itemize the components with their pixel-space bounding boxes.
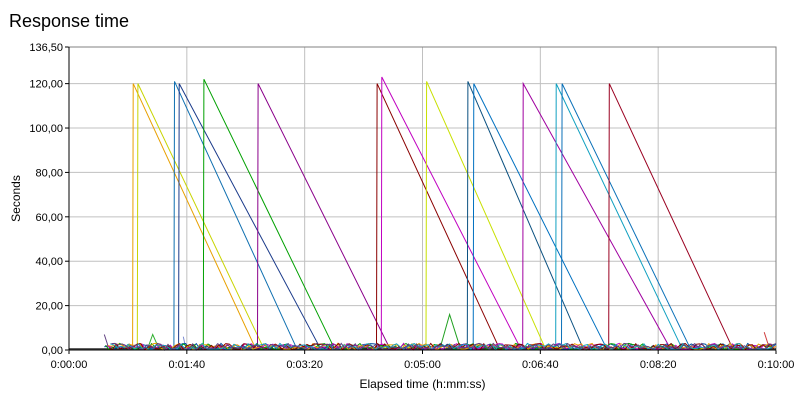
y-tick-label: 80,00 [35, 167, 63, 179]
x-tick-label: 0:01:40 [168, 359, 205, 371]
series-line-series-6 [151, 78, 343, 349]
x-tick-label: 0:06:40 [522, 359, 559, 371]
series-line-series-3 [139, 81, 305, 349]
x-tick-label: 0:03:20 [286, 359, 323, 371]
series-line-series-13 [457, 81, 676, 349]
series-line-series-17 [439, 312, 461, 348]
y-tick-label: 60,00 [35, 212, 63, 224]
series-line-series-11 [446, 81, 590, 349]
y-tick-label: 136,50 [29, 42, 63, 54]
series-line-series-16 [587, 83, 741, 349]
x-tick-labels: 0:00:00 0:01:40 0:03:20 0:05:00 0:06:40 0:08:… [51, 359, 795, 371]
series-line-series-15 [528, 83, 698, 349]
x-tick-label: 0:05:00 [404, 359, 441, 371]
grid-lines [65, 46, 777, 354]
series-line-series-14 [516, 83, 689, 349]
x-axis-label: Elapsed time (h:mm:ss) [359, 377, 485, 391]
baseline-noise [104, 342, 777, 351]
y-axis-label: Seconds [9, 175, 23, 222]
y-tick-label: 40,00 [35, 256, 63, 268]
chart-title: Response time [9, 11, 130, 31]
series-line-series-9 [328, 76, 529, 349]
baseline-noise [108, 342, 775, 351]
y-tick-label: 100,00 [29, 123, 63, 135]
x-tick-label: 0:10:00 [758, 359, 795, 371]
series-line-series-2 [127, 83, 272, 349]
x-tick-label: 0:08:20 [640, 359, 677, 371]
series-line-series-8 [316, 83, 508, 349]
series-layer [69, 76, 777, 351]
axes [68, 47, 776, 351]
y-tick-label: 120,00 [29, 79, 63, 91]
baseline-noise [111, 342, 777, 351]
y-tick-labels: 0,00 20,00 40,00 60,00 80,00 100,00 120,00 136,… [29, 42, 63, 357]
y-tick-label: 0,00 [42, 345, 63, 357]
y-tick-label: 20,00 [35, 301, 63, 313]
x-tick-label: 0:00:00 [51, 359, 88, 371]
series-line-series-4 [142, 83, 329, 349]
